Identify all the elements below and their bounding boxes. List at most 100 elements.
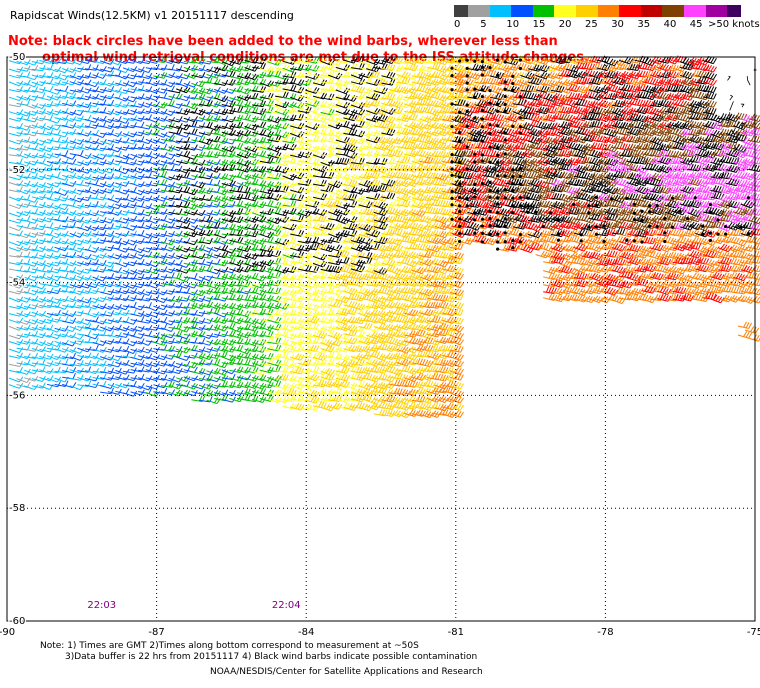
wind-barb [214, 106, 228, 115]
wind-barb [47, 373, 61, 383]
wind-barb [85, 214, 99, 223]
wind-barb [359, 380, 373, 390]
wind-barb [146, 113, 160, 123]
wind-barb [328, 357, 342, 367]
wind-barb [321, 107, 335, 116]
wind-barb [85, 105, 98, 113]
wind-barb [442, 278, 456, 288]
lat-tick-label: -60 [9, 616, 25, 627]
wind-barb [55, 293, 69, 302]
wind-barb [77, 358, 91, 367]
wind-barb [55, 351, 69, 360]
wind-barb [237, 300, 251, 309]
wind-barb [321, 402, 335, 412]
wind-barb [115, 206, 129, 215]
wind-barb [123, 70, 137, 79]
wind-barb [138, 336, 152, 346]
wind-barb [199, 337, 213, 346]
wind-barb [465, 54, 481, 66]
wind-barb [123, 120, 136, 128]
wind-barb [336, 228, 350, 237]
wind-barb [176, 294, 189, 302]
wind-barb [108, 343, 122, 352]
wind-barb [419, 343, 433, 352]
wind-barb [146, 322, 159, 330]
wind-barb [39, 120, 53, 130]
wind-barb [245, 113, 259, 122]
wind-barb [207, 256, 221, 265]
wind-barb [313, 344, 327, 354]
wind-barb [442, 121, 456, 131]
wind-barb [237, 344, 251, 354]
wind-barb [543, 265, 557, 274]
wind-barb [404, 119, 418, 129]
wind-barb [366, 235, 380, 244]
lat-tick-label: -54 [9, 278, 25, 289]
wind-barb [77, 234, 91, 243]
wind-barb [260, 343, 274, 352]
wind-barb [427, 408, 441, 418]
wind-barb [351, 285, 365, 294]
wind-barb [100, 380, 114, 389]
wind-barb [115, 92, 129, 102]
wind-barb [146, 149, 160, 159]
wind-barb [93, 128, 107, 138]
wind-barb [9, 372, 23, 382]
wind-barb [650, 214, 664, 224]
wind-barb [169, 77, 182, 85]
wind-barb [100, 113, 114, 123]
wind-barb [596, 54, 610, 63]
wind-barb [153, 221, 167, 230]
wind-barb [77, 200, 91, 209]
wind-barb [85, 70, 98, 78]
wind-map: -90 -87 -84 -81 -78 -75-50-52-54-56-58-6022:0… [0, 0, 760, 688]
wind-barb [17, 63, 30, 71]
wind-barb [93, 378, 106, 387]
wind-barb [214, 257, 228, 266]
wind-barb [199, 271, 213, 281]
wind-barb [9, 91, 23, 101]
wind-barb [62, 85, 76, 95]
wind-barb [528, 113, 542, 122]
wind-barb [32, 336, 46, 346]
wind-barb [465, 62, 480, 72]
wind-barb [62, 63, 76, 73]
wind-barb [191, 149, 204, 157]
wind-barb [9, 207, 23, 217]
wind-barb [17, 91, 31, 101]
wind-barb [313, 323, 327, 333]
wind-barb [703, 91, 716, 99]
wind-barb [313, 236, 327, 246]
wind-barb [100, 286, 114, 295]
wind-barb [108, 228, 122, 238]
wind-barb [131, 300, 145, 310]
coastline [741, 104, 744, 107]
wind-barb [77, 242, 90, 250]
wind-barb [214, 92, 228, 102]
wind-barb [381, 287, 395, 296]
wind-barb [191, 199, 205, 209]
wind-barb [374, 71, 388, 81]
wind-barb [275, 249, 289, 259]
wind-barb [70, 265, 84, 275]
wind-barb [738, 320, 752, 329]
wind-barb [680, 250, 694, 260]
wind-barb [283, 286, 297, 295]
wind-barb [115, 185, 129, 195]
wind-barb [9, 199, 23, 209]
wind-barb [138, 192, 152, 201]
wind-barb [9, 292, 23, 302]
wind-barb [252, 148, 266, 157]
wind-barb [100, 90, 114, 99]
wind-barb [313, 214, 326, 222]
wind-barb [741, 243, 755, 252]
wind-barb [9, 191, 23, 201]
wind-barb [336, 84, 350, 94]
wind-barb [161, 236, 175, 245]
wind-barb [313, 251, 327, 261]
wind-barb [9, 99, 22, 107]
wind-barb [100, 335, 114, 345]
wind-barb [283, 149, 297, 158]
wind-barb [237, 171, 251, 181]
wind-barb [359, 192, 373, 202]
